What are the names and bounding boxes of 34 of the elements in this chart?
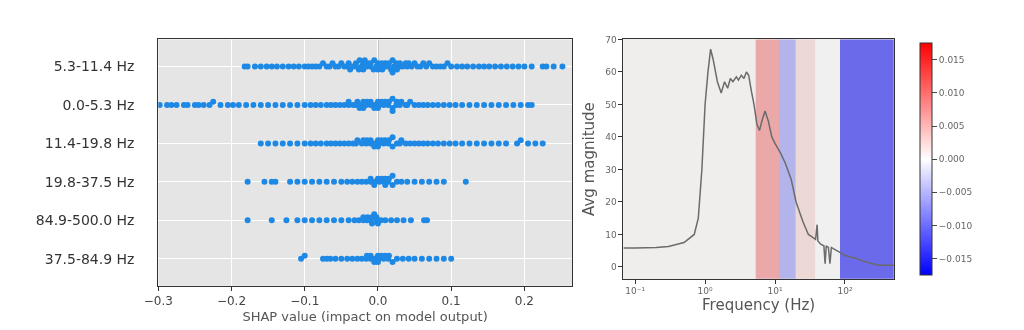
y-tick-label: 30 xyxy=(605,164,617,175)
y-tick-label: 11.4-19.8 Hz xyxy=(44,135,135,152)
x-tick-label: 10² xyxy=(837,286,853,297)
x-tick-label: 0.1 xyxy=(441,294,461,309)
y-tick-label: 20 xyxy=(605,197,617,208)
color-bar-label: −0.005 xyxy=(938,187,973,198)
x-tick-label: 10⁰ xyxy=(697,286,713,297)
y-tick-label: 0 xyxy=(610,262,617,273)
x-tick-label: 10¹ xyxy=(767,286,783,297)
x-tick-label: 0.0 xyxy=(368,294,388,309)
y-tick-label: 0.0-5.3 Hz xyxy=(62,96,135,113)
color-bar-label: 0.000 xyxy=(938,154,965,165)
color-bar-label: 0.005 xyxy=(938,121,965,132)
y-tick-label: 37.5-84.9 Hz xyxy=(44,250,135,267)
color-bar-label: 0.015 xyxy=(938,54,965,65)
x-axis-title: Frequency (Hz) xyxy=(702,296,816,315)
y-tick-label: 70 xyxy=(605,34,617,45)
y-axis-title: Avg magnitude xyxy=(580,102,599,216)
y-tick-label: 19.8-37.5 Hz xyxy=(44,173,135,190)
x-axis-title: SHAP value (impact on model output) xyxy=(242,308,488,324)
x-tick-label: −0.2 xyxy=(216,294,247,309)
y-tick-label: 40 xyxy=(605,132,617,143)
color-bar-label: 0.010 xyxy=(938,88,965,99)
color-bar-label: −0.015 xyxy=(938,253,973,264)
y-tick-label: 84.9-500.0 Hz xyxy=(35,212,135,229)
y-tick-label: 50 xyxy=(605,99,617,110)
color-bar-label: −0.010 xyxy=(938,220,973,231)
y-tick-label: 10 xyxy=(605,229,617,240)
x-tick-label: −0.3 xyxy=(143,294,173,309)
y-tick-label: 60 xyxy=(605,67,617,78)
y-tick-label: 5.3-11.4 Hz xyxy=(53,58,135,75)
x-tick-label: −0.1 xyxy=(290,294,320,309)
x-tick-label: 0.2 xyxy=(514,294,534,309)
x-tick-label: 10⁻¹ xyxy=(625,286,646,297)
